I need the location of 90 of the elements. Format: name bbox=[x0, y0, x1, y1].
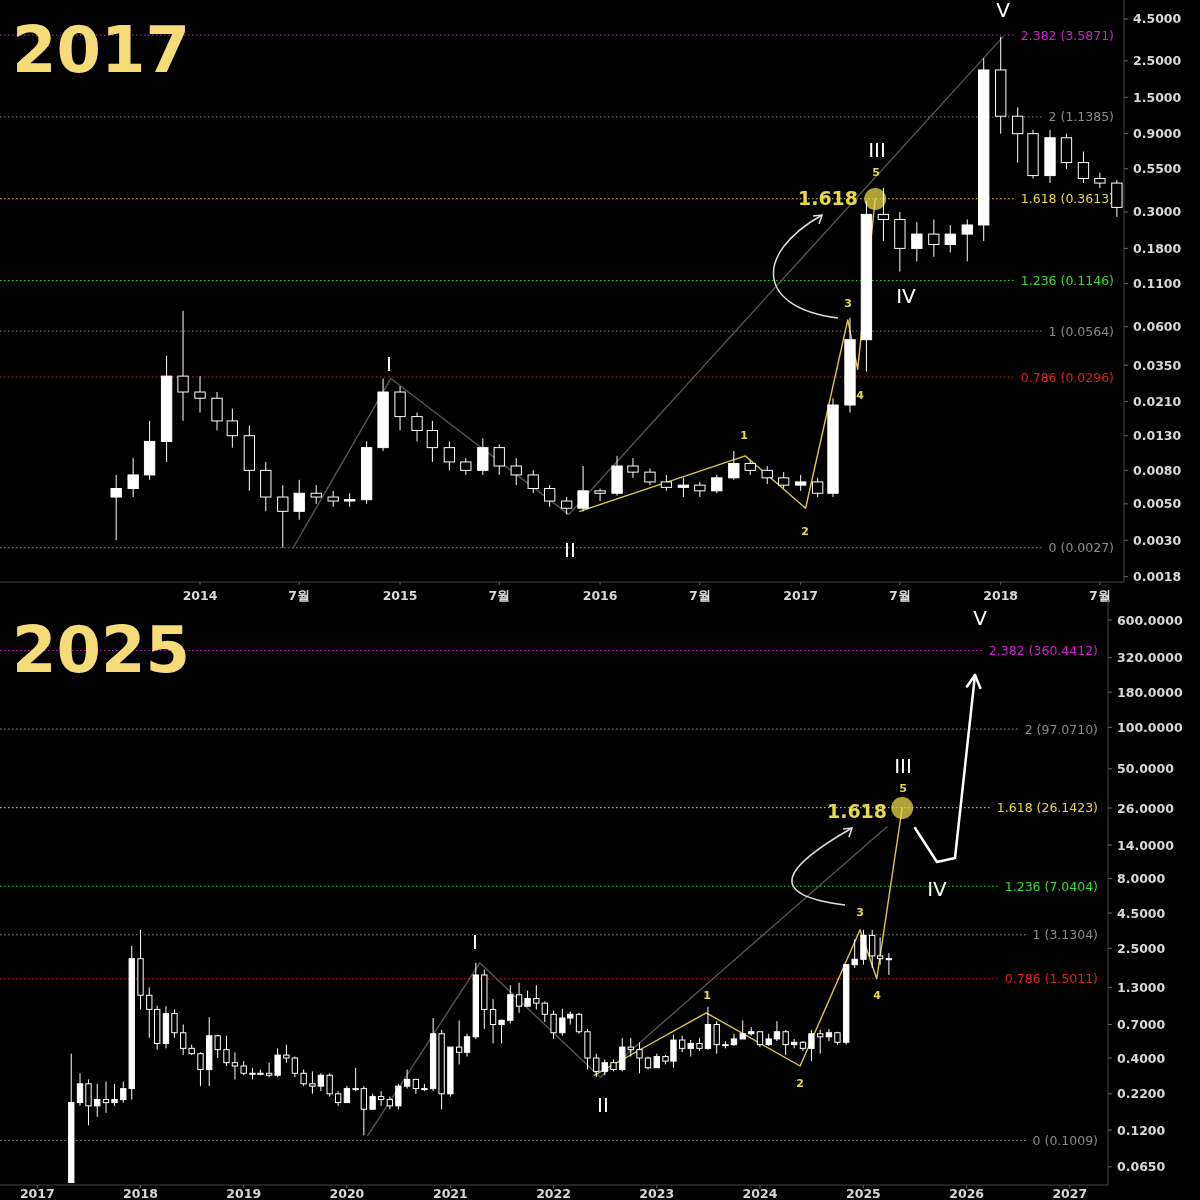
annotation: 2 bbox=[796, 1076, 804, 1090]
x-tick-label: 2026 bbox=[949, 1186, 985, 1200]
annotation: IV bbox=[927, 877, 948, 902]
x-tick-label: 2020 bbox=[329, 1186, 365, 1200]
annotation: 4 bbox=[856, 388, 865, 402]
annotation: 1.618 bbox=[797, 186, 859, 209]
y-tick-label: 0.3000 bbox=[1133, 204, 1182, 220]
ref-line-label: 2 (97.0710) bbox=[1024, 721, 1098, 737]
x-tick-label: 2014 bbox=[182, 588, 218, 603]
annotation: 3 bbox=[856, 905, 864, 919]
y-tick-label: 14.0000 bbox=[1117, 837, 1175, 853]
ref-line-label: 1 (3.1304) bbox=[1032, 927, 1098, 943]
ref-line-label: 1.618 (26.1423) bbox=[996, 800, 1098, 816]
annotation: 2 bbox=[801, 524, 809, 538]
ref-line-label: 1.236 (0.1146) bbox=[1020, 273, 1114, 289]
line-series bbox=[367, 826, 888, 1137]
x-tick-label: 7월 bbox=[488, 588, 511, 603]
annotation: 1.618 bbox=[826, 799, 888, 822]
annotation: I bbox=[386, 352, 392, 377]
x-tick-label: 2016 bbox=[582, 588, 618, 603]
x-tick-label: 2021 bbox=[432, 1186, 468, 1200]
y-tick-label: 0.0210 bbox=[1133, 394, 1182, 410]
annotation: 5 bbox=[899, 781, 907, 795]
ref-line-label: 2.382 (3.5871) bbox=[1020, 27, 1114, 43]
y-tick-label: 50.0000 bbox=[1117, 761, 1175, 777]
annotation: III bbox=[868, 138, 886, 163]
ref-line-label: 0.786 (1.5011) bbox=[1004, 971, 1098, 987]
y-tick-label: 4.5000 bbox=[1117, 905, 1166, 921]
annotation: 1 bbox=[703, 988, 711, 1002]
y-tick-label: 600.0000 bbox=[1117, 612, 1183, 628]
x-tick-label: 2017 bbox=[19, 1186, 55, 1200]
x-tick-label: 7월 bbox=[889, 588, 911, 603]
ref-line-label: 1.236 (7.0404) bbox=[1004, 878, 1098, 894]
x-tick-label: 2025 bbox=[846, 1186, 881, 1200]
y-tick-label: 0.0080 bbox=[1133, 462, 1182, 478]
x-tick-label: 7월 bbox=[1089, 588, 1111, 603]
y-tick-label: 0.0130 bbox=[1133, 428, 1182, 444]
x-tick-label: 2023 bbox=[639, 1186, 675, 1200]
ref-line-label: 0 (0.0027) bbox=[1048, 540, 1114, 556]
y-tick-label: 26.0000 bbox=[1117, 800, 1175, 816]
x-tick-label: 2024 bbox=[742, 1186, 778, 1200]
annotation: V bbox=[973, 606, 988, 631]
y-tick-label: 0.0050 bbox=[1133, 496, 1182, 512]
annotation: III bbox=[894, 754, 912, 779]
x-tick-label: 7월 bbox=[688, 588, 711, 603]
annotation: 3 bbox=[844, 296, 852, 310]
x-tick-label: 2018 bbox=[983, 588, 1019, 603]
y-tick-label: 0.0030 bbox=[1133, 532, 1182, 548]
annotation: II bbox=[597, 1093, 609, 1118]
y-tick-label: 0.0600 bbox=[1133, 319, 1182, 335]
y-tick-label: 0.1100 bbox=[1133, 276, 1182, 291]
y-tick-label: 2.5000 bbox=[1117, 940, 1166, 956]
x-tick-label: 2019 bbox=[226, 1186, 262, 1200]
y-tick-label: 4.5000 bbox=[1133, 11, 1182, 27]
annotation: 5 bbox=[872, 165, 880, 179]
x-tick-label: 2017 bbox=[783, 588, 819, 603]
y-tick-label: 0.4000 bbox=[1117, 1050, 1166, 1066]
y-tick-label: 0.9000 bbox=[1133, 126, 1182, 142]
y-tick-label: 0.0350 bbox=[1133, 357, 1182, 373]
y-tick-label: 8.0000 bbox=[1117, 871, 1166, 887]
y-tick-label: 2.5000 bbox=[1133, 53, 1182, 69]
y-tick-label: 320.0000 bbox=[1117, 650, 1183, 666]
annotation: 1 bbox=[740, 428, 748, 442]
y-tick-label: 0.1800 bbox=[1133, 240, 1182, 256]
y-tick-label: 0.0018 bbox=[1133, 569, 1182, 585]
x-tick-label: 2015 bbox=[382, 588, 418, 603]
x-tick-label: 2022 bbox=[536, 1186, 571, 1200]
annotation: I bbox=[472, 930, 478, 955]
y-tick-label: 0.1200 bbox=[1117, 1122, 1166, 1138]
y-tick-label: 0.5500 bbox=[1133, 161, 1182, 177]
annotation: V bbox=[996, 0, 1011, 23]
x-tick-label: 7월 bbox=[288, 588, 311, 603]
ref-line-label: 0.786 (0.0296) bbox=[1020, 369, 1114, 385]
y-tick-label: 1.5000 bbox=[1133, 89, 1182, 105]
annotation: IV bbox=[896, 284, 917, 309]
ref-line-label: 2 (1.1385) bbox=[1048, 109, 1114, 125]
annotation: II bbox=[564, 538, 576, 563]
y-tick-label: 100.0000 bbox=[1117, 719, 1183, 735]
x-tick-label: 2027 bbox=[1052, 1186, 1088, 1200]
y-tick-label: 0.7000 bbox=[1117, 1017, 1166, 1032]
ref-line-label: 1 (0.0564) bbox=[1048, 323, 1114, 339]
annotation: 4 bbox=[873, 988, 882, 1002]
ref-line-label: 0 (0.1009) bbox=[1032, 1133, 1098, 1148]
y-tick-label: 0.2200 bbox=[1117, 1086, 1166, 1102]
y-tick-label: 0.0650 bbox=[1117, 1159, 1166, 1175]
chart-title: 2017 bbox=[12, 13, 191, 87]
y-tick-label: 180.0000 bbox=[1117, 684, 1183, 700]
y-tick-label: 1.3000 bbox=[1117, 979, 1166, 995]
ref-line-label: 2.382 (360.4412) bbox=[988, 643, 1098, 659]
x-tick-label: 2018 bbox=[123, 1186, 158, 1200]
